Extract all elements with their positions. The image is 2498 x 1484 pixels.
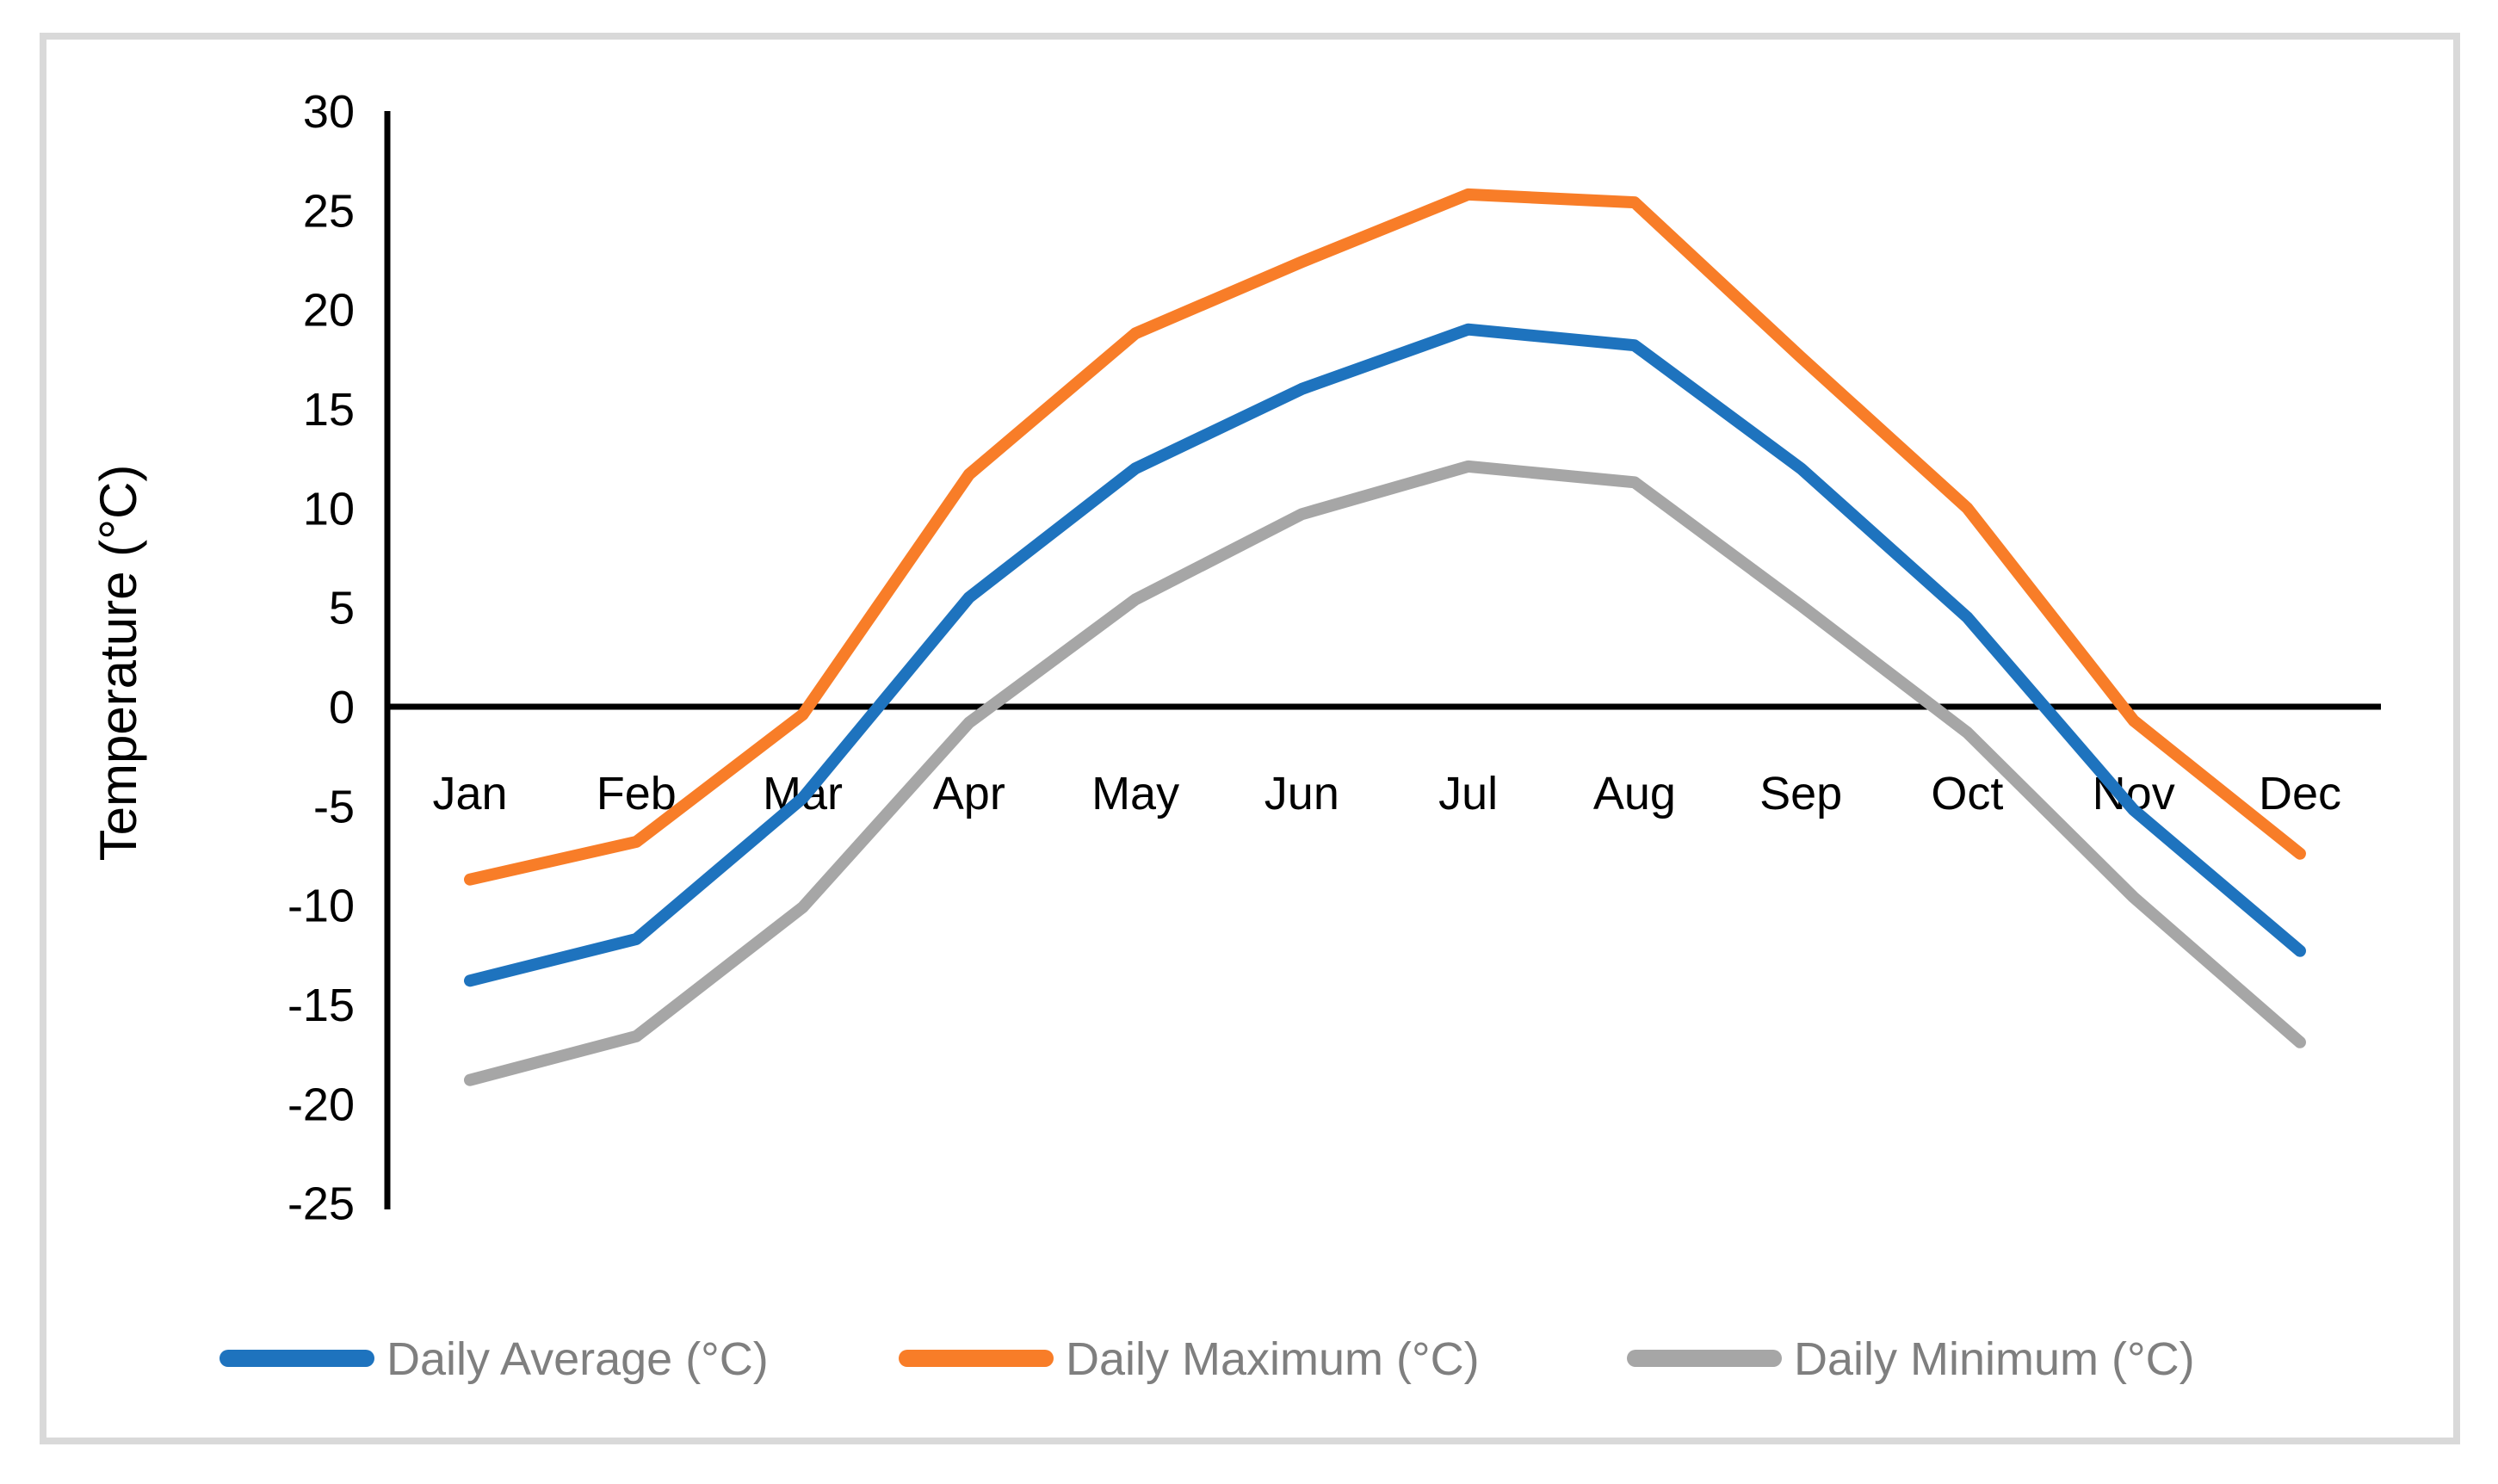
x-axis-month-label-oct: Oct	[1931, 768, 2003, 819]
x-axis-month-label-sep: Sep	[1759, 768, 1842, 819]
y-axis-tick-label-25: 25	[303, 185, 355, 237]
y-axis-tick-label--20: -20	[288, 1079, 355, 1130]
y-axis-tick-label--10: -10	[288, 881, 355, 932]
x-axis-month-label-jul: Jul	[1438, 768, 1498, 819]
y-axis-tick-label-0: 0	[329, 682, 355, 733]
figure-border	[40, 33, 2460, 1444]
series-line-daily-maximum-c	[464, 188, 2306, 886]
series-line-daily-average-c	[464, 323, 2306, 987]
x-axis-month-label-jun: Jun	[1264, 768, 1339, 819]
y-axis-tick-label-20: 20	[303, 285, 355, 337]
x-axis-month-label-jan: Jan	[432, 768, 507, 819]
y-axis-tick-label-15: 15	[303, 384, 355, 436]
x-axis-month-label-aug: Aug	[1593, 768, 1676, 819]
y-axis-tick-label--15: -15	[288, 980, 355, 1031]
y-axis-title: Temperature (°C)	[90, 465, 147, 862]
legend-label-daily-minimum-c: Daily Minimum (°C)	[1794, 1333, 2195, 1385]
x-axis-month-label-may: May	[1091, 768, 1179, 819]
series-line-daily-minimum-c	[464, 460, 2306, 1086]
y-axis-tick-label-10: 10	[303, 483, 355, 535]
y-axis-tick-label-30: 30	[303, 86, 355, 138]
y-axis-tick-label--5: -5	[313, 781, 355, 832]
x-axis-month-label-apr: Apr	[933, 768, 1005, 819]
legend-label-daily-average-c: Daily Average (°C)	[386, 1333, 769, 1385]
legend-label-daily-maximum-c: Daily Maximum (°C)	[1066, 1333, 1480, 1385]
y-axis-tick-label--25: -25	[288, 1178, 355, 1230]
x-axis-month-label-dec: Dec	[2259, 768, 2341, 819]
x-axis-month-label-feb: Feb	[597, 768, 677, 819]
y-axis-tick-label-5: 5	[329, 583, 355, 634]
